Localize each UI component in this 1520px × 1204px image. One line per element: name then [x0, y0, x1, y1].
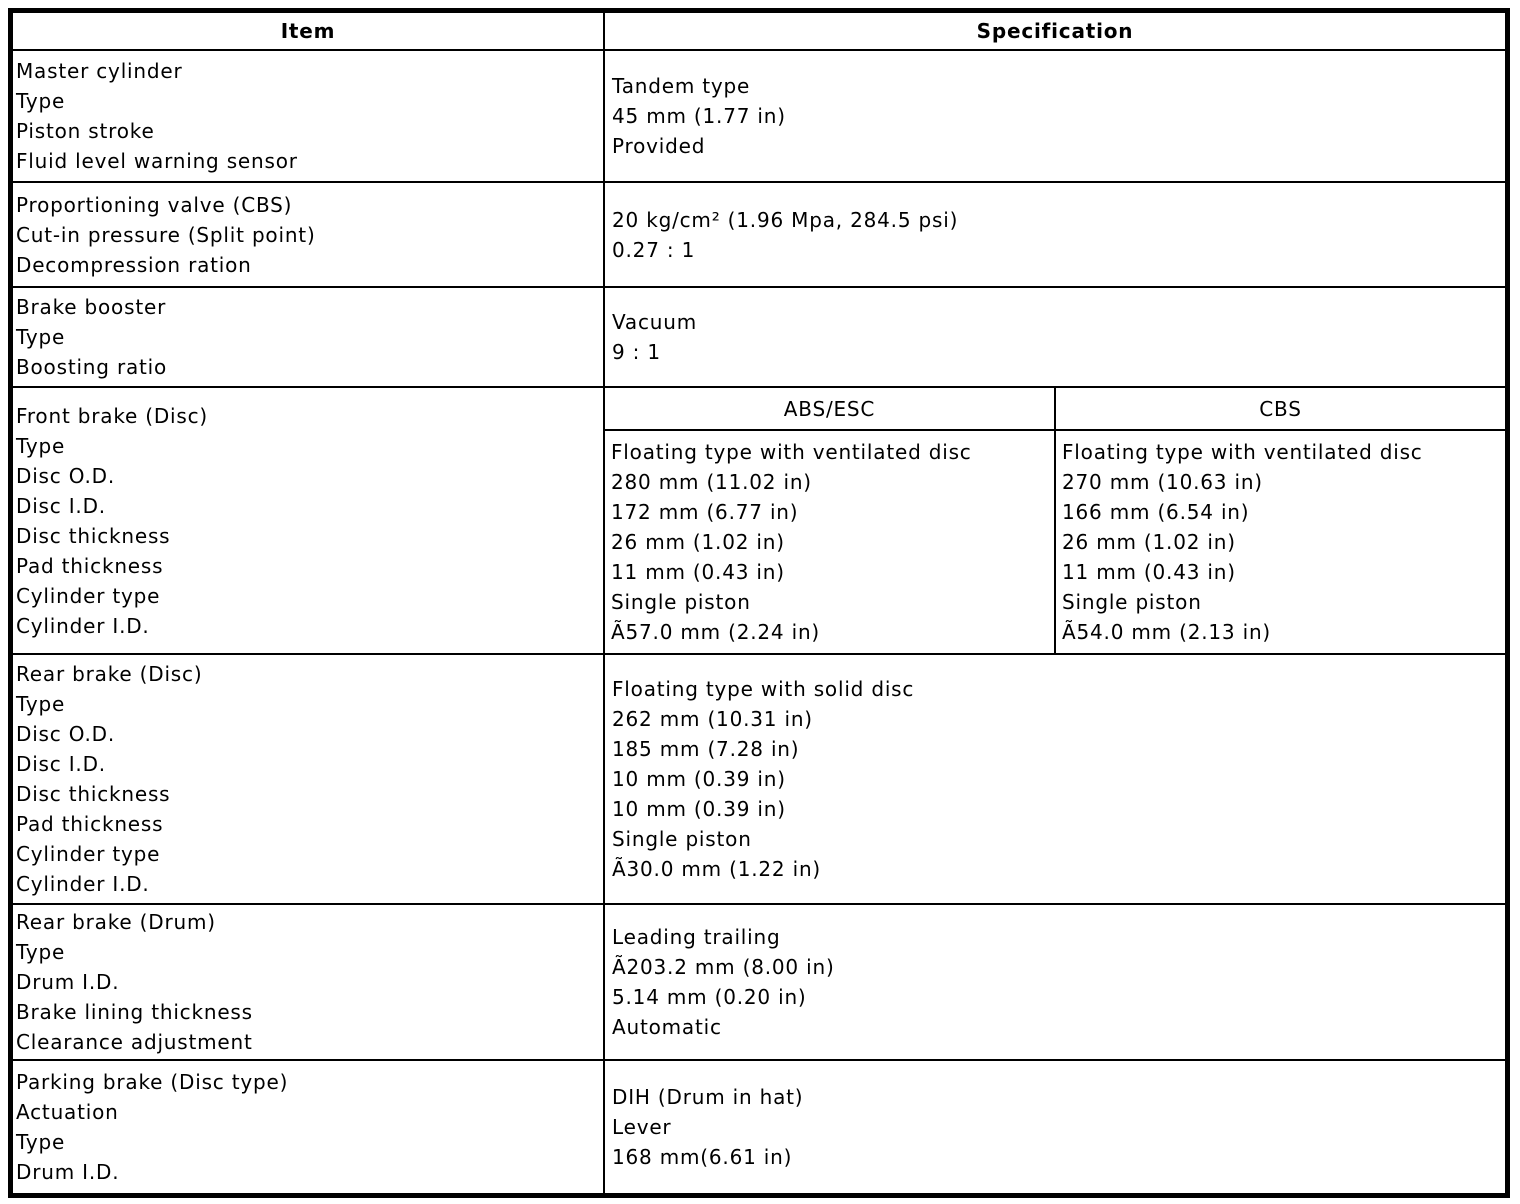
parking-brake-spec-cell: DIH (Drum in hat) Lever 168 mm(6.61 in) [605, 1061, 1505, 1193]
rear-brake-drum-item-text: Rear brake (Drum) Type Drum I.D. Brake l… [16, 910, 253, 1054]
master-cylinder-spec-cell: Tandem type 45 mm (1.77 in) Provided [605, 51, 1505, 181]
front-brake-item-text: Front brake (Disc) Type Disc O.D. Disc I… [16, 403, 209, 638]
master-cylinder-spec-text: Tandem type 45 mm (1.77 in) Provided [612, 74, 786, 158]
front-brake-values-row: Floating type with ventilated disc 280 m… [605, 431, 1505, 653]
front-brake-abs-esc-spec-cell: Floating type with ventilated disc 280 m… [605, 431, 1056, 653]
front-brake-cbs-spec-cell: Floating type with ventilated disc 270 m… [1056, 431, 1505, 653]
row-parking-brake: Parking brake (Disc type) Actuation Type… [13, 1059, 1505, 1193]
specification-column-header: Specification [605, 13, 1505, 49]
proportioning-valve-spec-cell: 20 kg/cm² (1.96 Mpa, 284.5 psi) 0.27 : 1 [605, 183, 1505, 286]
parking-brake-item-text: Parking brake (Disc type) Actuation Type… [16, 1070, 289, 1184]
cbs-header-label: CBS [1259, 396, 1302, 421]
master-cylinder-item-text: Master cylinder Type Piston stroke Fluid… [16, 59, 298, 173]
proportioning-valve-item-cell: Proportioning valve (CBS) Cut-in pressur… [13, 183, 605, 286]
brake-booster-item-text: Brake booster Type Boosting ratio [16, 295, 168, 379]
brake-booster-spec-text: Vacuum 9 : 1 [612, 310, 698, 364]
brake-booster-spec-cell: Vacuum 9 : 1 [605, 288, 1505, 386]
row-proportioning-valve: Proportioning valve (CBS) Cut-in pressur… [13, 181, 1505, 286]
proportioning-valve-item-text: Proportioning valve (CBS) Cut-in pressur… [16, 192, 316, 277]
rear-brake-disc-item-text: Rear brake (Disc) Type Disc O.D. Disc I.… [16, 662, 203, 896]
parking-brake-item-cell: Parking brake (Disc type) Actuation Type… [13, 1061, 605, 1193]
row-front-brake-disc: Front brake (Disc) Type Disc O.D. Disc I… [13, 386, 1505, 653]
rear-brake-drum-item-cell: Rear brake (Drum) Type Drum I.D. Brake l… [13, 905, 605, 1059]
item-column-header: Item [13, 13, 605, 49]
row-rear-brake-disc: Rear brake (Disc) Type Disc O.D. Disc I.… [13, 653, 1505, 903]
row-brake-booster: Brake booster Type Boosting ratio Vacuum… [13, 286, 1505, 386]
specification-header-label: Specification [976, 19, 1134, 43]
brake-specification-table: Item Specification Master cylinder Type … [8, 8, 1510, 1198]
parking-brake-spec-text: DIH (Drum in hat) Lever 168 mm(6.61 in) [612, 1085, 804, 1169]
rear-brake-disc-spec-cell: Floating type with solid disc 262 mm (10… [605, 655, 1505, 903]
master-cylinder-item-cell: Master cylinder Type Piston stroke Fluid… [13, 51, 605, 181]
rear-brake-disc-item-cell: Rear brake (Disc) Type Disc O.D. Disc I.… [13, 655, 605, 903]
front-brake-spec-area: ABS/ESC CBS Floating type with ventilate… [605, 388, 1505, 653]
brake-booster-item-cell: Brake booster Type Boosting ratio [13, 288, 605, 386]
table-header-row: Item Specification [13, 13, 1505, 49]
front-brake-abs-esc-spec-text: Floating type with ventilated disc 280 m… [611, 440, 972, 644]
front-brake-subheader-row: ABS/ESC CBS [605, 388, 1505, 431]
proportioning-valve-spec-text: 20 kg/cm² (1.96 Mpa, 284.5 psi) 0.27 : 1 [612, 207, 959, 262]
abs-esc-header-label: ABS/ESC [783, 396, 876, 421]
rear-brake-disc-spec-text: Floating type with solid disc 262 mm (10… [612, 677, 915, 881]
rear-brake-drum-spec-cell: Leading trailing Ã203.2 mm (8.00 in) 5.1… [605, 905, 1505, 1059]
row-master-cylinder: Master cylinder Type Piston stroke Fluid… [13, 49, 1505, 181]
front-brake-item-cell: Front brake (Disc) Type Disc O.D. Disc I… [13, 388, 605, 653]
front-brake-cbs-spec-text: Floating type with ventilated disc 270 m… [1062, 440, 1423, 644]
row-rear-brake-drum: Rear brake (Drum) Type Drum I.D. Brake l… [13, 903, 1505, 1059]
cbs-column-header: CBS [1056, 388, 1505, 429]
item-header-label: Item [280, 19, 336, 43]
rear-brake-drum-spec-text: Leading trailing Ã203.2 mm (8.00 in) 5.1… [612, 925, 835, 1039]
abs-esc-column-header: ABS/ESC [605, 388, 1056, 429]
